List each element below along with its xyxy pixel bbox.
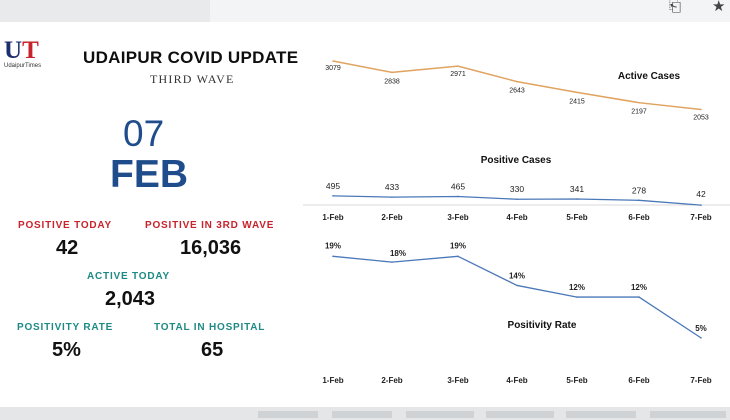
active-today-label: ACTIVE TODAY xyxy=(87,271,170,282)
positive-data-label: 278 xyxy=(632,185,646,195)
rate-data-label: 19% xyxy=(450,241,466,250)
bottom-thumb-4 xyxy=(486,411,554,418)
logo-letter-t: T xyxy=(22,37,39,64)
rate-point xyxy=(457,255,459,258)
total-in-hospital-value: 65 xyxy=(201,339,224,361)
rate-tick-label: 5-Feb xyxy=(566,376,587,385)
positive-today-label: POSITIVE TODAY xyxy=(18,220,113,231)
rate-tick-label: 4-Feb xyxy=(506,376,527,385)
bottom-thumb-1 xyxy=(258,411,318,418)
bottom-thumb-5 xyxy=(566,411,636,418)
logo-text: UdaipurTimes xyxy=(4,63,42,69)
rate-tick-label: 2-Feb xyxy=(381,376,402,385)
positive-data-label: 330 xyxy=(510,184,524,194)
infographic-card xyxy=(0,22,730,407)
rate-tick-label: 3-Feb xyxy=(447,376,468,385)
rate-tick-label: 1-Feb xyxy=(322,376,343,385)
bottom-thumb-2 xyxy=(332,411,392,418)
rate-title: Positivity Rate xyxy=(508,320,577,331)
positive-title: Positive Cases xyxy=(481,155,552,166)
positive-3rd-wave-value: 16,036 xyxy=(180,237,242,259)
active-point xyxy=(638,101,640,104)
top-bar: ⎗ ★ xyxy=(0,0,730,22)
positive-tick-label: 4-Feb xyxy=(506,213,527,222)
date-month: FEB xyxy=(110,153,188,196)
positivity-rate-value: 5% xyxy=(52,339,81,361)
positive-point xyxy=(638,199,640,202)
bottom-bar xyxy=(0,407,730,420)
positive-tick-label: 3-Feb xyxy=(447,213,468,222)
top-bar-shade xyxy=(0,0,210,22)
rate-point xyxy=(576,296,578,298)
active-data-label: 2643 xyxy=(509,88,525,95)
rate-point xyxy=(700,337,702,339)
active-point xyxy=(391,71,393,74)
rate-data-label: 14% xyxy=(509,271,525,280)
positive-point xyxy=(391,196,393,198)
rate-data-label: 12% xyxy=(569,283,585,292)
positive-3rd-wave-label: POSITIVE IN 3RD WAVE xyxy=(145,220,275,231)
active-point xyxy=(457,65,459,67)
active-point xyxy=(576,91,578,94)
udaipurtimes-logo: UT UdaipurTimes xyxy=(4,38,52,70)
active-point xyxy=(700,108,702,111)
positive-point xyxy=(457,195,459,198)
rate-data-label: 5% xyxy=(695,324,707,333)
rate-data-label: 12% xyxy=(631,283,647,292)
rate-tick-label: 7-Feb xyxy=(690,376,711,385)
bottom-thumb-3 xyxy=(406,411,474,418)
active-point xyxy=(332,60,334,62)
active-data-label: 2838 xyxy=(384,78,400,85)
rate-point xyxy=(516,284,518,287)
active-data-label: 2971 xyxy=(450,71,466,78)
positive-data-label: 42 xyxy=(696,189,706,199)
positive-data-label: 433 xyxy=(385,182,399,192)
positivity-rate-label: POSITIVITY RATE xyxy=(17,322,114,333)
positive-data-label: 465 xyxy=(451,181,465,191)
page-subtitle: THIRD WAVE xyxy=(150,72,235,86)
logo-letter-u: U xyxy=(4,37,23,64)
active-data-label: 2415 xyxy=(569,98,585,105)
positive-today-value: 42 xyxy=(56,237,79,259)
positive-tick-label: 6-Feb xyxy=(628,213,649,222)
bottom-thumb-6 xyxy=(650,411,726,418)
logo-mark: UT xyxy=(4,38,39,64)
active-today-value: 2,043 xyxy=(105,288,156,310)
rate-data-label: 18% xyxy=(390,249,406,258)
active-data-label: 2197 xyxy=(631,109,647,116)
active-data-label: 2053 xyxy=(693,114,709,121)
positive-point xyxy=(516,198,518,201)
active-point xyxy=(516,80,518,83)
positive-point xyxy=(700,204,702,206)
active-data-label: 3079 xyxy=(325,65,341,72)
star-icon[interactable]: ★ xyxy=(712,0,726,15)
rate-data-label: 19% xyxy=(325,241,341,250)
rate-point xyxy=(332,255,334,258)
total-in-hospital-label: TOTAL IN HOSPITAL xyxy=(154,322,266,333)
positive-tick-label: 1-Feb xyxy=(322,213,343,222)
positive-tick-label: 2-Feb xyxy=(381,213,402,222)
share-icon[interactable]: ⎗ xyxy=(669,0,682,15)
positive-point xyxy=(576,198,578,200)
positive-point xyxy=(332,195,334,197)
active-title: Active Cases xyxy=(618,71,681,82)
positive-data-label: 495 xyxy=(326,181,340,191)
date-day: 07 xyxy=(123,113,165,154)
positive-tick-label: 5-Feb xyxy=(566,213,587,222)
rate-point xyxy=(391,261,393,263)
positive-tick-label: 7-Feb xyxy=(690,213,711,222)
page-title: UDAIPUR COVID UPDATE xyxy=(83,48,299,67)
rate-point xyxy=(638,296,640,298)
positive-data-label: 341 xyxy=(570,184,584,194)
rate-tick-label: 6-Feb xyxy=(628,376,649,385)
